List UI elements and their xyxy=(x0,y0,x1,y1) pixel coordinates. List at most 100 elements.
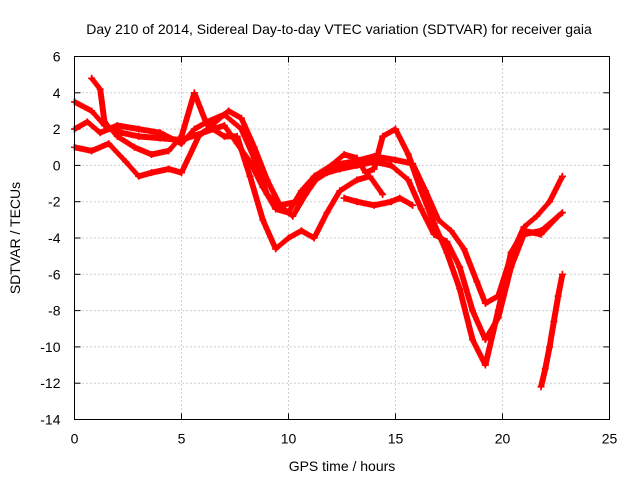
data-point xyxy=(417,187,425,195)
data-point xyxy=(220,132,228,140)
data-point xyxy=(481,299,489,307)
series-track-6 xyxy=(537,270,566,391)
x-tick-label: 0 xyxy=(71,431,79,447)
data-point xyxy=(353,198,361,206)
data-point xyxy=(285,234,292,242)
data-point xyxy=(237,114,245,122)
data-point xyxy=(297,227,305,235)
data-point xyxy=(165,147,173,155)
data-point xyxy=(83,118,91,126)
data-point xyxy=(165,165,173,173)
data-point xyxy=(481,336,489,344)
data-point xyxy=(263,176,271,184)
data-point xyxy=(113,121,121,129)
data-point xyxy=(460,245,468,253)
data-point xyxy=(537,230,545,238)
data-point xyxy=(135,125,143,133)
y-tick-label: -10 xyxy=(40,339,60,355)
chart-title: Day 210 of 2014, Sidereal Day-to-day VTE… xyxy=(86,21,592,37)
data-point xyxy=(456,285,464,293)
data-point xyxy=(336,165,344,173)
data-point xyxy=(233,132,241,140)
data-point xyxy=(212,118,220,126)
x-tick-label: 10 xyxy=(281,431,297,447)
data-point xyxy=(276,201,284,209)
data-point xyxy=(327,161,335,169)
data-point xyxy=(340,194,348,202)
data-point xyxy=(225,107,233,115)
data-point xyxy=(387,161,395,169)
data-point xyxy=(554,292,562,300)
data-point xyxy=(447,227,455,235)
y-tick-label: 4 xyxy=(53,85,61,101)
data-point xyxy=(387,198,395,206)
data-point xyxy=(272,245,280,253)
data-point xyxy=(392,125,399,133)
data-point xyxy=(379,190,387,198)
data-point xyxy=(122,158,130,166)
y-tick-label: -8 xyxy=(48,303,61,319)
data-point xyxy=(554,212,562,220)
data-point xyxy=(118,129,126,137)
data-point xyxy=(148,151,156,159)
data-point xyxy=(379,132,387,140)
y-tick-label: -12 xyxy=(40,375,60,391)
data-point xyxy=(190,89,198,97)
data-point xyxy=(537,383,545,391)
data-point xyxy=(494,307,502,315)
data-point xyxy=(392,156,399,164)
data-point xyxy=(353,176,361,184)
data-point xyxy=(259,216,267,224)
data-point xyxy=(178,140,185,148)
data-point xyxy=(100,118,108,126)
data-point xyxy=(310,234,318,242)
marker-trail xyxy=(341,195,416,209)
marker-trail xyxy=(538,271,566,390)
data-point xyxy=(289,212,297,220)
data-point xyxy=(88,147,96,155)
data-point xyxy=(88,107,96,115)
data-point xyxy=(250,143,258,151)
grid xyxy=(74,56,610,420)
x-tick-label: 5 xyxy=(178,431,186,447)
data-point xyxy=(404,176,412,184)
y-tick-label: 0 xyxy=(53,157,61,173)
data-point xyxy=(481,361,489,369)
data-point xyxy=(417,205,425,213)
data-point xyxy=(203,121,211,129)
data-point xyxy=(148,169,156,177)
y-tick-labels: -14 -12 -10 -8 -6 -4 -2 0 2 4 6 xyxy=(40,49,60,428)
data-point xyxy=(404,151,412,159)
y-tick-label: -6 xyxy=(48,266,61,282)
y-axis-title: SDTVAR / TECUs xyxy=(7,182,23,294)
data-point xyxy=(96,129,104,137)
series-layer xyxy=(71,74,566,391)
data-point xyxy=(558,172,566,180)
data-point xyxy=(302,190,310,198)
data-point xyxy=(456,263,464,271)
data-point xyxy=(135,172,143,180)
data-point xyxy=(370,165,378,173)
data-point xyxy=(105,140,113,148)
y-tick-label: 6 xyxy=(53,49,61,65)
y-tick-label: -4 xyxy=(48,230,61,246)
data-point xyxy=(507,249,515,257)
data-point xyxy=(558,270,566,278)
data-point xyxy=(190,125,198,133)
data-point xyxy=(353,154,361,162)
data-point xyxy=(546,198,554,206)
data-point xyxy=(263,190,271,198)
data-point xyxy=(546,343,554,351)
y-tick-label: -2 xyxy=(48,194,61,210)
data-point xyxy=(340,151,348,159)
data-point xyxy=(178,132,185,140)
data-point xyxy=(473,278,481,286)
x-tick-label: 15 xyxy=(388,431,404,447)
plot-frame xyxy=(74,56,610,420)
data-point xyxy=(156,129,164,137)
data-point xyxy=(195,132,203,140)
data-point xyxy=(533,212,541,220)
data-point xyxy=(430,219,438,227)
series-track-5 xyxy=(340,194,417,209)
